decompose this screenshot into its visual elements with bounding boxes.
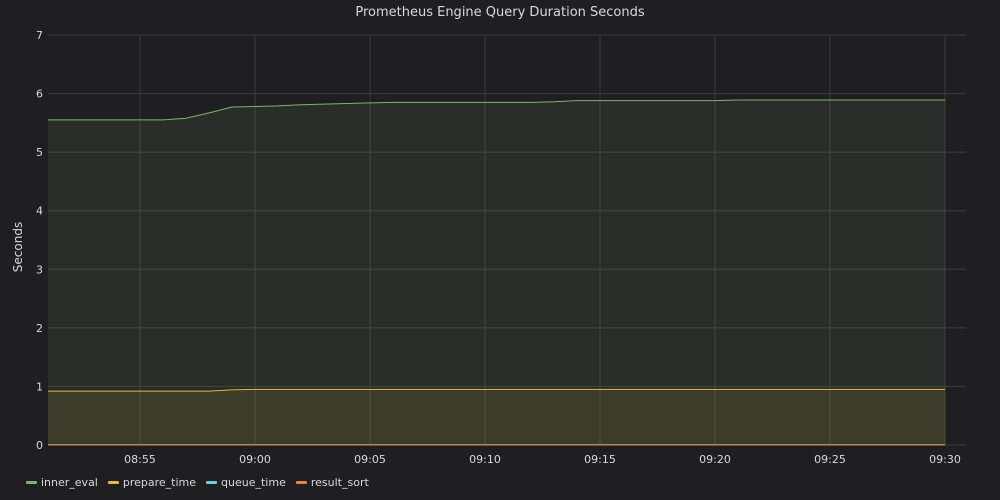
- legend: inner_eval prepare_time queue_time resul…: [26, 476, 369, 489]
- legend-swatch-queue-time: [206, 481, 218, 484]
- series-area-inner-eval: [48, 100, 945, 445]
- legend-item-inner-eval[interactable]: inner_eval: [26, 476, 98, 489]
- legend-item-prepare-time[interactable]: prepare_time: [107, 476, 197, 489]
- x-tick-label-09-00: 09:00: [239, 453, 271, 466]
- x-tick-label-09-10: 09:10: [469, 453, 501, 466]
- x-tick-label-09-20: 09:20: [699, 453, 731, 466]
- legend-swatch-inner-eval: [26, 481, 37, 484]
- line-layer: [48, 99, 945, 446]
- legend-label-prepare-time: prepare_time: [122, 476, 197, 489]
- y-tick-label-6: 6: [36, 88, 43, 101]
- area-layer: [48, 100, 945, 445]
- x-tick-label-09-30: 09:30: [929, 453, 961, 466]
- legend-label-queue-time: queue_time: [221, 476, 286, 489]
- series-area-prepare-time: [48, 389, 945, 445]
- y-tick-label-3: 3: [36, 263, 43, 276]
- grid-layer: [48, 34, 966, 446]
- y-tick-label-0: 0: [36, 439, 43, 452]
- series-line-prepare-time[interactable]: [48, 388, 945, 392]
- y-tick-label-1: 1: [36, 380, 43, 393]
- legend-label-result-sort: result_sort: [310, 476, 369, 489]
- tick-layer: 0 1 2 3 4 5 6 7 08:55 09:00 09:05 09:10 09:15 09:20 09…: [36, 29, 961, 466]
- x-tick-label-08-55: 08:55: [124, 453, 156, 466]
- y-tick-label-5: 5: [36, 146, 43, 159]
- legend-item-result-sort[interactable]: result_sort: [295, 476, 369, 489]
- y-tick-label-4: 4: [36, 205, 43, 218]
- legend-swatch-result-sort: [295, 481, 307, 484]
- y-tick-label-7: 7: [36, 29, 43, 42]
- legend-item-queue-time[interactable]: queue_time: [206, 476, 286, 489]
- legend-swatch-prepare-time: [107, 481, 119, 484]
- legend-label-inner-eval: inner_eval: [41, 476, 98, 489]
- series-line-inner-eval[interactable]: [48, 99, 945, 121]
- x-tick-label-09-15: 09:15: [584, 453, 616, 466]
- x-tick-label-09-05: 09:05: [354, 453, 386, 466]
- panel-title[interactable]: Prometheus Engine Query Duration Seconds: [355, 5, 645, 20]
- x-tick-label-09-25: 09:25: [814, 453, 846, 466]
- plot-background: [48, 35, 966, 445]
- y-tick-label-2: 2: [36, 322, 43, 335]
